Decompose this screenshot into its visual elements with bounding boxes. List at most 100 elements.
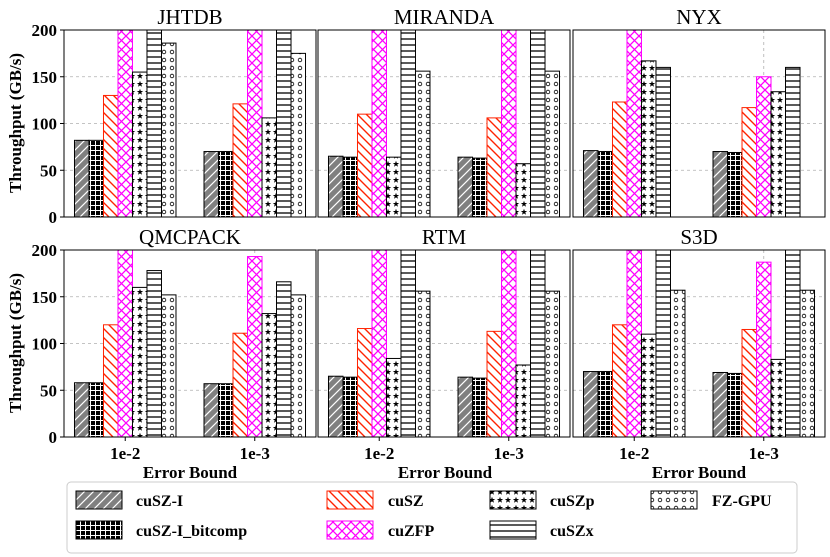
y-tick-label: 200 bbox=[32, 21, 58, 40]
bar-nyx-cusz-i_bitcomp-1e-3 bbox=[727, 151, 743, 218]
legend-label-cuZFP: cuZFP bbox=[388, 523, 434, 540]
bar-qmcpack-cuszp-1e-2 bbox=[131, 286, 148, 438]
panel-rtm: RTM 1e-2 1e-3 bbox=[317, 225, 571, 463]
y-tick-label: 0 bbox=[49, 428, 58, 447]
bar-nyx-cuszp-1e-3 bbox=[770, 91, 787, 218]
bar-rtm-cuszx-1e-2 bbox=[400, 249, 416, 438]
panel-s3d: S3D 1e-2 1e-3 bbox=[572, 225, 826, 463]
bar-miranda-fz-gpu-1e-3 bbox=[544, 70, 561, 218]
legend-label-cuSZp: cuSZp bbox=[550, 493, 595, 510]
y-axis-label-bottom: Throughput (GB/s) bbox=[6, 273, 25, 413]
panel-nyx: NYX bbox=[572, 5, 826, 218]
bar-jhtdb-cuszx-1e-2 bbox=[146, 29, 162, 218]
bar-rtm-fz-gpu-1e-3 bbox=[544, 290, 561, 438]
bar-nyx-cusz-i-1e-3 bbox=[712, 151, 729, 218]
panel-jhtdb: JHTDB 0 50 100 150 200 bbox=[32, 5, 317, 227]
bar-qmcpack-cuzfp-1e-3 bbox=[247, 256, 263, 438]
panel-miranda: MIRANDA bbox=[317, 5, 571, 218]
bar-s3d-cusz-i_bitcomp-1e-2 bbox=[597, 371, 613, 438]
bar-jhtdb-cuzfp-1e-3 bbox=[247, 29, 263, 218]
legend-swatch-FZ-GPU bbox=[650, 490, 698, 510]
y-tick-label: 150 bbox=[32, 288, 58, 307]
bar-miranda-cuszp-1e-2 bbox=[385, 156, 402, 218]
bar-miranda-cusz-1e-3 bbox=[486, 117, 503, 218]
y-tick-label: 200 bbox=[32, 241, 58, 260]
bar-s3d-cusz-1e-2 bbox=[611, 324, 628, 438]
bar-s3d-cusz-i_bitcomp-1e-3 bbox=[727, 372, 743, 438]
bar-s3d-fz-gpu-1e-2 bbox=[669, 289, 686, 438]
bar-nyx-cusz-1e-2 bbox=[611, 101, 628, 218]
bar-nyx-cusz-i-1e-2 bbox=[582, 150, 599, 218]
bar-miranda-cuzfp-1e-3 bbox=[501, 29, 517, 218]
bar-miranda-cuzfp-1e-2 bbox=[371, 29, 387, 218]
x-tick-label: 1e-3 bbox=[494, 444, 524, 463]
x-axis-label-1: Error Bound bbox=[143, 463, 238, 482]
legend-frame bbox=[66, 481, 798, 554]
x-tick-label: 1e-3 bbox=[240, 444, 270, 463]
bar-qmcpack-cuzfp-1e-2 bbox=[117, 249, 133, 438]
bar-rtm-cuzfp-1e-3 bbox=[501, 249, 517, 438]
x-tick-label: 1e-2 bbox=[364, 444, 394, 463]
legend: cuSZ-I cuSZ-I_bitcomp cuSZ cuZFP cuSZp c… bbox=[66, 481, 798, 554]
y-tick-label: 100 bbox=[32, 335, 58, 354]
bar-qmcpack-cusz-i-1e-3 bbox=[203, 383, 220, 438]
bar-jhtdb-cusz-1e-3 bbox=[232, 103, 249, 218]
bar-nyx-cusz-1e-3 bbox=[741, 107, 758, 218]
legend-swatch-cuSZx bbox=[489, 520, 537, 540]
bar-jhtdb-cusz-i-1e-3 bbox=[203, 151, 220, 218]
bar-qmcpack-cusz-1e-2 bbox=[102, 324, 119, 438]
legend-label-cuSZx: cuSZx bbox=[550, 523, 594, 540]
legend-label-cuSZ: cuSZ bbox=[388, 493, 424, 510]
bar-s3d-fz-gpu-1e-3 bbox=[799, 289, 816, 438]
bar-nyx-cusz-i_bitcomp-1e-2 bbox=[597, 151, 613, 218]
bar-miranda-fz-gpu-1e-2 bbox=[414, 70, 431, 218]
bar-rtm-cusz-1e-3 bbox=[486, 330, 503, 438]
bar-rtm-cusz-i_bitcomp-1e-3 bbox=[472, 377, 488, 438]
bar-nyx-cuzfp-1e-3 bbox=[756, 76, 772, 218]
bar-miranda-cusz-i-1e-3 bbox=[457, 156, 474, 218]
panel-qmcpack: QMCPACK 0 50 100 150 200 1e-2 1e-3 bbox=[32, 225, 317, 463]
legend-swatch-cuSZ-I bbox=[75, 490, 123, 510]
x-axis-label-2: Error Bound bbox=[398, 463, 493, 482]
bar-rtm-cusz-i-1e-3 bbox=[457, 376, 474, 438]
bar-qmcpack-cusz-i_bitcomp-1e-3 bbox=[218, 383, 234, 438]
bar-s3d-cusz-1e-3 bbox=[741, 328, 758, 438]
bar-s3d-cuszp-1e-3 bbox=[770, 358, 787, 438]
legend-label-FZ-GPU: FZ-GPU bbox=[712, 493, 772, 510]
x-tick-label: 1e-3 bbox=[749, 444, 779, 463]
bar-rtm-cuzfp-1e-2 bbox=[371, 249, 387, 438]
panel-title: NYX bbox=[676, 5, 722, 29]
legend-swatch-cuZFP bbox=[326, 520, 374, 540]
bar-rtm-cusz-i_bitcomp-1e-2 bbox=[342, 376, 358, 438]
bar-rtm-cuszx-1e-3 bbox=[530, 249, 546, 438]
bar-s3d-cusz-i-1e-3 bbox=[712, 371, 729, 438]
y-axis-label-top: Throughput (GB/s) bbox=[6, 53, 25, 193]
bar-s3d-cuszp-1e-2 bbox=[640, 333, 657, 438]
bar-rtm-fz-gpu-1e-2 bbox=[414, 290, 431, 438]
y-tick-label: 100 bbox=[32, 115, 58, 134]
panel-frame bbox=[317, 29, 571, 218]
legend-swatch-cuSZp bbox=[489, 490, 537, 510]
bar-miranda-cuszx-1e-3 bbox=[530, 29, 546, 218]
panel-title: JHTDB bbox=[157, 5, 222, 29]
bar-miranda-cusz-i_bitcomp-1e-3 bbox=[472, 157, 488, 218]
bar-jhtdb-cuzfp-1e-2 bbox=[117, 29, 133, 218]
bar-nyx-cuszx-1e-2 bbox=[655, 66, 671, 218]
bar-qmcpack-fz-gpu-1e-2 bbox=[160, 294, 177, 438]
bar-rtm-cusz-i-1e-2 bbox=[327, 375, 344, 438]
panel-title: S3D bbox=[680, 225, 717, 249]
bar-nyx-cuzfp-1e-2 bbox=[626, 29, 642, 218]
bar-qmcpack-cusz-i-1e-2 bbox=[73, 382, 90, 438]
bar-s3d-cusz-i-1e-2 bbox=[582, 371, 599, 438]
bar-jhtdb-fz-gpu-1e-3 bbox=[290, 52, 307, 218]
bar-rtm-cuszp-1e-2 bbox=[385, 357, 402, 438]
x-tick-label: 1e-2 bbox=[110, 444, 140, 463]
bar-jhtdb-cusz-i_bitcomp-1e-2 bbox=[88, 139, 104, 218]
panel-title: MIRANDA bbox=[394, 5, 495, 29]
panel-frame bbox=[317, 249, 571, 438]
bar-miranda-cuszp-1e-3 bbox=[515, 163, 532, 218]
panel-title: QMCPACK bbox=[139, 225, 241, 249]
y-tick-label: 0 bbox=[49, 208, 58, 227]
bar-jhtdb-cuszp-1e-3 bbox=[261, 117, 278, 218]
